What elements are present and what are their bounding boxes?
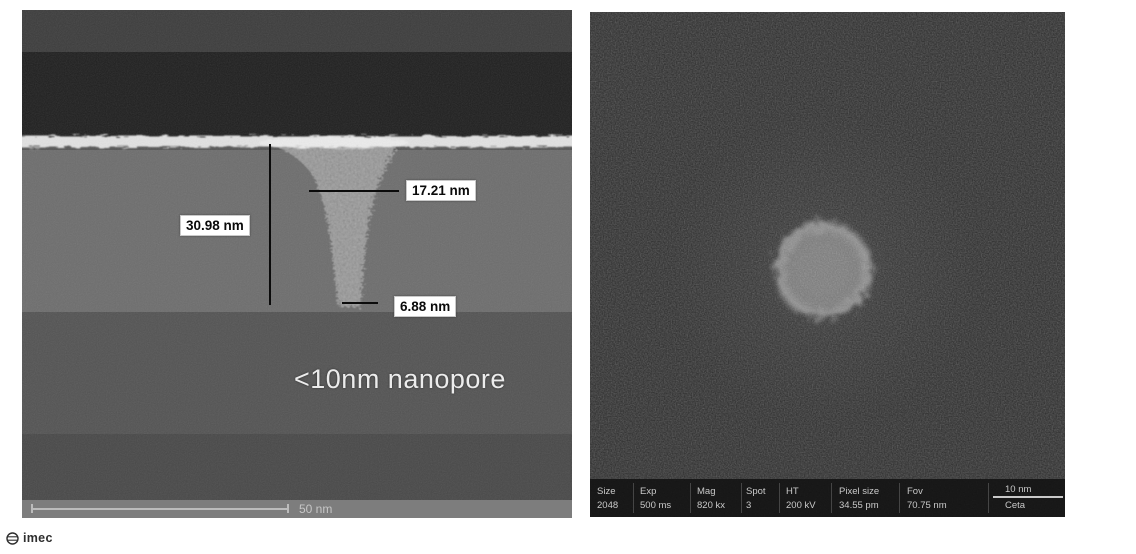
meta-separator [779, 483, 780, 513]
tem-cross-section-rendering [22, 10, 572, 518]
scale-bar-line [31, 508, 289, 510]
meta-pixel-size-label: Pixel size [839, 486, 880, 497]
imec-globe-icon [6, 531, 19, 545]
scale-bar-label: 50 nm [299, 502, 333, 516]
meta-separator [831, 483, 832, 513]
meta-fov-label: Fov [907, 486, 923, 497]
meta-mag-label: Mag [697, 486, 716, 497]
meta-separator [690, 483, 691, 513]
meta-fov-value: 70.75 nm [907, 500, 947, 511]
mid-width-measurement-line [309, 190, 399, 192]
depth-measurement-line [269, 144, 271, 305]
scale-bar-strip: 50 nm [22, 500, 572, 518]
scale-bar-right-tick [287, 504, 289, 513]
meta-separator [633, 483, 634, 513]
tem-metadata-bar: Size 2048 Exp 500 ms Mag 820 kx Spot 3 H… [590, 479, 1065, 517]
meta-separator [741, 483, 742, 513]
meta-spot-label: Spot [746, 486, 766, 497]
bottom-width-measurement-label: 6.88 nm [394, 296, 457, 317]
meta-exp-label: Exp [640, 486, 657, 497]
meta-size-value: 2048 [597, 500, 619, 511]
nanopore-caption: <10nm nanopore [294, 364, 506, 394]
imec-logo: imec [6, 529, 53, 547]
meta-ht-label: HT [786, 486, 799, 497]
meta-spot-value: 3 [746, 500, 752, 511]
meta-separator [899, 483, 900, 513]
meta-scale-label: 10 nm [1005, 484, 1032, 495]
tem-top-view-rendering [590, 12, 1065, 517]
depth-measurement-label: 30.98 nm [180, 215, 250, 236]
bottom-width-measurement-line [342, 302, 378, 304]
scale-bar-left-tick [31, 504, 33, 513]
meta-size-label: Size [597, 486, 616, 497]
film-grain-overlay-right [590, 12, 1065, 517]
tem-cross-section-image: 30.98 nm 17.21 nm 6.88 nm <10nm nanopore… [22, 10, 572, 518]
meta-exp-value: 500 ms [640, 500, 672, 511]
mid-width-measurement-label: 17.21 nm [406, 180, 476, 201]
meta-pixel-size-value: 34.55 pm [839, 500, 879, 511]
meta-camera-name: Ceta [1005, 500, 1026, 511]
meta-mag-value: 820 kx [697, 500, 725, 511]
meta-ht-value: 200 kV [786, 500, 816, 511]
film-grain-overlay [22, 10, 572, 518]
meta-scale-bar-line [993, 496, 1063, 498]
imec-logo-text: imec [23, 531, 53, 545]
meta-separator [988, 483, 989, 513]
tem-top-view-image: Size 2048 Exp 500 ms Mag 820 kx Spot 3 H… [590, 12, 1065, 517]
